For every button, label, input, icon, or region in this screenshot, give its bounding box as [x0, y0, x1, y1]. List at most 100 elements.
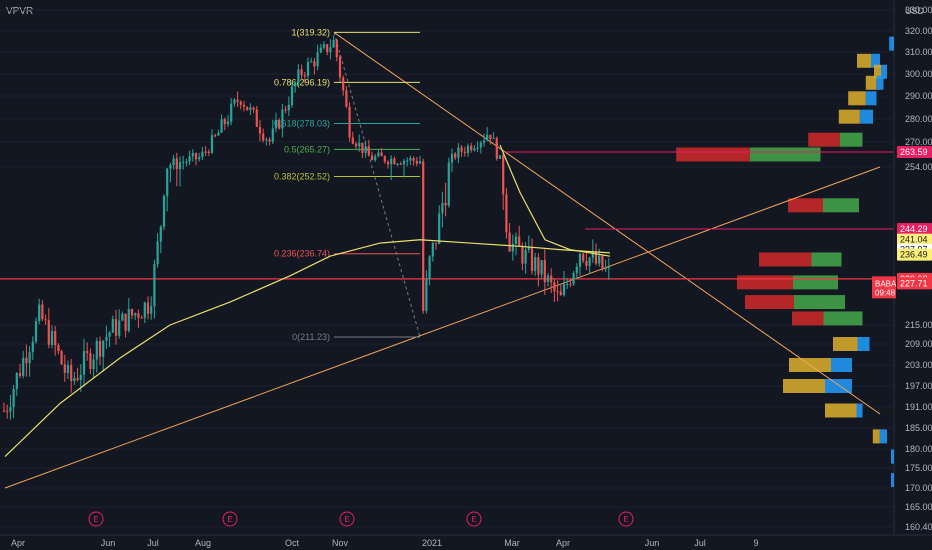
candle-body — [239, 101, 242, 105]
fib-label: 0.786(296.19) — [274, 77, 330, 87]
symbol-tag: BABA — [875, 279, 897, 288]
candle-body — [594, 251, 598, 264]
price-label: 244.29 — [900, 224, 928, 234]
volume-profile-up — [891, 473, 894, 487]
candle-body — [354, 143, 358, 147]
volume-profile-down — [788, 198, 823, 213]
volume-profile-up — [811, 252, 842, 267]
volume-profile-up — [879, 429, 887, 444]
candle-body — [60, 351, 63, 365]
y-tick-label: 209.00 — [905, 339, 932, 349]
volume-profile-up — [749, 147, 821, 162]
candle-body — [383, 156, 386, 162]
candle-body — [98, 340, 102, 357]
candle-body — [530, 247, 534, 271]
x-tick-label: Jul — [147, 538, 159, 548]
candle-body — [82, 351, 86, 375]
trend-line-support — [4, 166, 881, 489]
candle-body — [249, 107, 252, 111]
candle-body — [25, 357, 28, 364]
symbol-tag-bg — [872, 276, 896, 299]
fib-label: 0.236(236.74) — [274, 249, 330, 259]
price-label: 241.04 — [900, 235, 928, 245]
candle-body — [409, 158, 412, 161]
price-label: 227.71 — [900, 278, 928, 288]
candle-body — [492, 138, 495, 140]
candle-body — [402, 160, 406, 165]
candle-body — [114, 319, 118, 336]
candle-body — [255, 109, 258, 127]
candle-body — [444, 202, 447, 206]
candle-body — [537, 257, 540, 275]
fib-label: 0.5(265.27) — [284, 144, 330, 154]
candle-body — [425, 279, 428, 311]
candle-body — [553, 282, 556, 292]
candle-body — [306, 61, 310, 76]
earnings-marker — [466, 511, 482, 527]
earnings-label: E — [344, 515, 349, 524]
candle-body — [57, 345, 60, 352]
candle-body — [18, 373, 22, 376]
candle-body — [518, 236, 521, 247]
candle-body — [271, 128, 274, 142]
volume-profile-up — [876, 75, 884, 90]
candle-body — [121, 313, 124, 321]
y-tick-label: 175.00 — [905, 463, 932, 473]
volume-profile-down — [676, 147, 750, 162]
candle-body — [566, 283, 569, 285]
y-tick-label: 215.00 — [905, 320, 932, 330]
candle-body — [76, 378, 79, 380]
candle-body — [47, 320, 50, 345]
candle-body — [38, 304, 41, 322]
volume-profile-down — [792, 311, 824, 326]
candle-body — [335, 39, 338, 58]
volume-profile-down — [745, 295, 794, 310]
volume-profile-down — [737, 275, 793, 290]
volume-profile-up — [856, 403, 863, 418]
y-tick-label: 185.00 — [905, 423, 932, 433]
candle-body — [153, 264, 156, 307]
x-tick-label: Apr — [556, 538, 570, 548]
candle-body — [300, 69, 303, 76]
volume-profile-down — [808, 132, 840, 147]
candle-body — [527, 247, 530, 250]
candle-body — [313, 61, 316, 67]
candle-body — [588, 257, 591, 266]
candle-body — [73, 378, 76, 382]
volume-profile-down — [857, 53, 871, 68]
candle-body — [137, 313, 140, 318]
candle-body — [486, 134, 489, 141]
volume-profile-up — [823, 311, 863, 326]
currency-label[interactable]: USD — [904, 6, 924, 16]
volume-profile-up — [793, 275, 838, 290]
candle-body — [274, 119, 278, 129]
volume-profile-down — [759, 252, 812, 267]
candle-body — [63, 364, 66, 373]
candle-body — [102, 340, 105, 357]
volume-profile-down — [825, 403, 857, 418]
y-tick-label: 191.00 — [905, 402, 932, 412]
x-tick-label: Nov — [332, 538, 349, 548]
candle-body — [162, 195, 166, 227]
volume-profile-up — [859, 109, 873, 124]
fib-label: 0.618(278.03) — [274, 119, 330, 129]
candle-body — [95, 340, 98, 360]
candle-body — [489, 134, 492, 139]
price-label-bg — [897, 146, 932, 159]
candle-body — [166, 168, 169, 196]
candle-body — [550, 275, 553, 283]
candle-body — [457, 147, 460, 158]
candle-body — [582, 253, 585, 261]
earnings-marker — [222, 511, 238, 527]
indicator-label[interactable]: VPVR — [6, 6, 34, 17]
volume-profile-up — [831, 358, 852, 372]
y-tick-label: 160.40 — [905, 522, 932, 532]
candle-body — [194, 153, 198, 160]
volume-profile-down — [783, 379, 825, 393]
candle-body — [287, 105, 290, 111]
candle-body — [514, 236, 518, 244]
earnings-label: E — [227, 515, 232, 524]
price-label: 263.59 — [900, 147, 928, 157]
candle-body — [396, 163, 399, 165]
